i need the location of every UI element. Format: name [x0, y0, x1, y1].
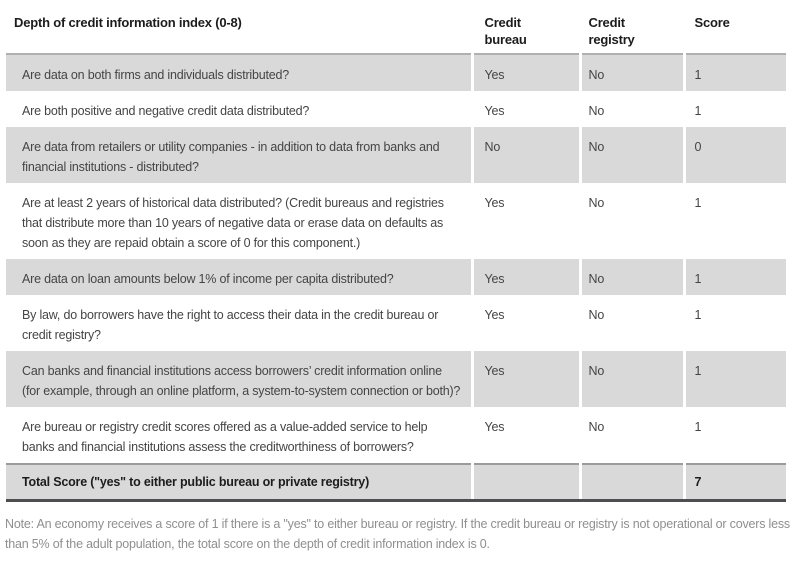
total-score-row: Total Score ("yes" to either public bure… [6, 463, 786, 502]
question-cell: Are data on both firms and individuals d… [6, 54, 472, 91]
bureau-answer-cell: Yes [470, 183, 580, 259]
total-score-label: Total Score ("yes" to either public bure… [6, 463, 472, 502]
bureau-answer-cell: No [470, 127, 580, 183]
table-row: Can banks and financial institutions acc… [6, 351, 786, 407]
score-cell: 0 [682, 127, 786, 183]
registry-answer-cell: No [578, 127, 684, 183]
total-registry-empty-cell [578, 463, 684, 502]
table-title: Depth of credit information index (0-8) [6, 4, 472, 55]
registry-answer-cell: No [578, 351, 684, 407]
table-row: Are data on loan amounts below 1% of inc… [6, 259, 786, 295]
column-header-credit-registry: Credit registry [578, 4, 684, 55]
registry-answer-cell: No [578, 183, 684, 259]
score-cell: 1 [682, 351, 786, 407]
column-header-score: Score [682, 4, 786, 55]
table-footnote: Note: An economy receives a score of 1 i… [5, 517, 790, 551]
registry-answer-cell: No [578, 295, 684, 351]
credit-information-index-panel: Depth of credit information index (0-8) … [5, 4, 790, 551]
score-cell: 1 [682, 295, 786, 351]
table-row: Are data on both firms and individuals d… [6, 54, 786, 91]
question-cell: Are bureau or registry credit scores off… [6, 407, 472, 464]
column-header-credit-bureau: Credit bureau [470, 4, 580, 55]
registry-answer-cell: No [578, 91, 684, 127]
table-row: Are at least 2 years of historical data … [6, 183, 786, 259]
bureau-answer-cell: Yes [470, 407, 580, 464]
registry-answer-cell: No [578, 407, 684, 464]
bureau-answer-cell: Yes [470, 351, 580, 407]
question-cell: Are data from retailers or utility compa… [6, 127, 472, 183]
question-cell: Are at least 2 years of historical data … [6, 183, 472, 259]
total-score-value: 7 [682, 463, 786, 502]
table-row: Are bureau or registry credit scores off… [6, 407, 786, 464]
question-cell: Are data on loan amounts below 1% of inc… [6, 259, 472, 295]
bureau-answer-cell: Yes [470, 259, 580, 295]
score-cell: 1 [682, 407, 786, 464]
question-cell: Are both positive and negative credit da… [6, 91, 472, 127]
score-cell: 1 [682, 54, 786, 91]
bureau-answer-cell: Yes [470, 91, 580, 127]
credit-information-index-table: Depth of credit information index (0-8) … [6, 4, 786, 502]
question-cell: By law, do borrowers have the right to a… [6, 295, 472, 351]
table-row: Are both positive and negative credit da… [6, 91, 786, 127]
score-cell: 1 [682, 183, 786, 259]
table-row: By law, do borrowers have the right to a… [6, 295, 786, 351]
bureau-answer-cell: Yes [470, 295, 580, 351]
score-cell: 1 [682, 259, 786, 295]
registry-answer-cell: No [578, 54, 684, 91]
table-header-row: Depth of credit information index (0-8) … [6, 4, 786, 55]
score-cell: 1 [682, 91, 786, 127]
table-row: Are data from retailers or utility compa… [6, 127, 786, 183]
registry-answer-cell: No [578, 259, 684, 295]
question-cell: Can banks and financial institutions acc… [6, 351, 472, 407]
bureau-answer-cell: Yes [470, 54, 580, 91]
total-bureau-empty-cell [470, 463, 580, 502]
